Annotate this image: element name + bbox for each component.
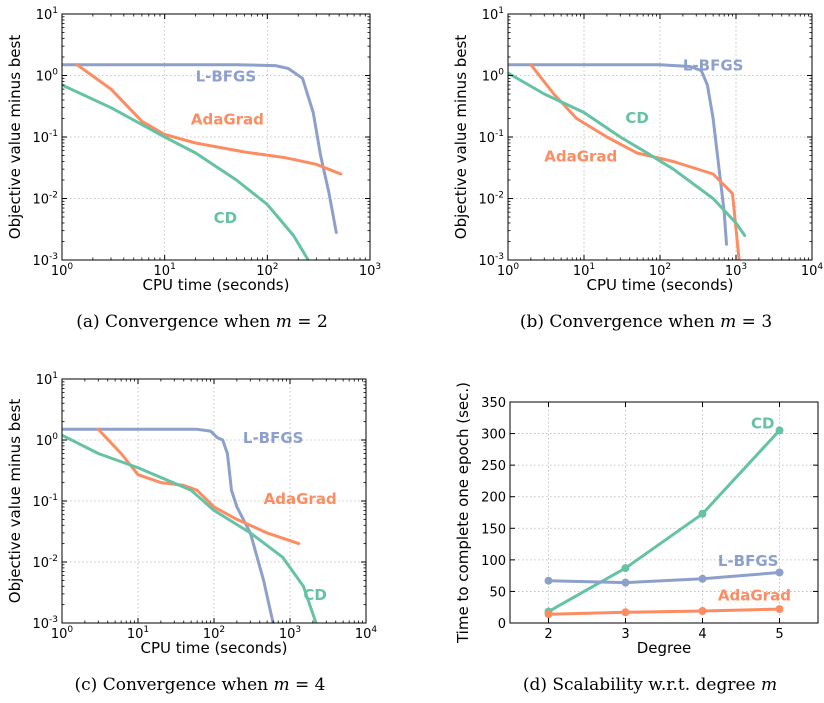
y-tick-label: 50 — [489, 585, 506, 600]
series-label-l-bfgs: L-BFGS — [243, 429, 304, 447]
series-line-l-bfgs — [508, 63, 728, 246]
chart-caption: (a) Convergence when m = 2 — [76, 312, 328, 332]
data-point-cd — [698, 509, 707, 518]
y-axis-label: Objective value minus best — [6, 399, 24, 604]
x-tick-label: 101 — [127, 625, 149, 642]
series-label-cd: CD — [625, 109, 648, 127]
series-label-l-bfgs: L-BFGS — [196, 67, 257, 85]
y-tick-label: 10-3 — [32, 615, 58, 632]
x-tick-label: 102 — [256, 262, 278, 279]
series-label-cd: CD — [751, 415, 774, 433]
x-tick-label: 102 — [203, 625, 225, 642]
data-point-adagrad — [544, 610, 553, 619]
y-tick-label: 250 — [481, 459, 506, 474]
data-point-cd — [775, 426, 784, 435]
y-tick-label: 101 — [482, 6, 504, 23]
data-point-adagrad — [621, 608, 630, 617]
plot-frame — [509, 401, 819, 624]
series-line-cd — [62, 83, 310, 260]
series-label-adagrad: AdaGrad — [191, 110, 264, 128]
series-label-l-bfgs: L-BFGS — [683, 57, 744, 75]
x-tick-label: 2 — [544, 627, 552, 642]
y-tick-label: 100 — [36, 432, 59, 449]
data-point-l-bfgs — [621, 578, 630, 587]
y-tick-label: 200 — [481, 491, 506, 506]
data-point-l-bfgs — [544, 576, 553, 585]
x-tick-label: 101 — [154, 262, 176, 279]
x-axis-label: Degree — [637, 639, 692, 657]
x-tick-label: 103 — [359, 262, 381, 279]
series-label-adagrad: AdaGrad — [264, 490, 337, 508]
y-axis-label: Objective value minus best — [452, 35, 470, 240]
y-tick-label: 10-3 — [32, 252, 58, 269]
y-tick-label: 100 — [36, 68, 59, 85]
y-tick-label: 100 — [481, 554, 506, 569]
x-tick-label: 5 — [775, 627, 783, 642]
series-label-adagrad: AdaGrad — [544, 147, 617, 165]
x-axis-label: CPU time (seconds) — [143, 276, 290, 294]
data-point-adagrad — [698, 607, 707, 616]
y-tick-label: 101 — [36, 6, 58, 23]
series-line-l-bfgs — [62, 63, 338, 234]
x-tick-label: 102 — [649, 262, 671, 279]
x-tick-label: 100 — [51, 262, 74, 279]
series-line-cd — [547, 428, 781, 614]
y-tick-label: 10-1 — [32, 493, 58, 510]
x-tick-label: 103 — [725, 262, 747, 279]
y-axis-label: Objective value minus best — [6, 35, 24, 240]
x-tick-label: 104 — [355, 625, 378, 642]
series-line-cd — [62, 433, 318, 623]
series-line-adagrad — [75, 63, 343, 176]
series-label-cd: CD — [303, 586, 326, 604]
x-tick-label: 101 — [573, 262, 595, 279]
y-tick-label: 10-2 — [32, 554, 58, 571]
x-tick-label: 100 — [51, 625, 74, 642]
y-tick-label: 10-1 — [32, 129, 58, 146]
y-axis-label: Time to complete one epoch (sec.) — [454, 382, 472, 644]
chart-caption: (b) Convergence when m = 3 — [520, 312, 772, 332]
data-point-adagrad — [775, 605, 784, 614]
x-axis-label: CPU time (seconds) — [141, 639, 288, 657]
series-label-cd: CD — [214, 209, 237, 227]
data-point-l-bfgs — [775, 568, 784, 577]
series-line-adagrad — [547, 607, 781, 616]
x-tick-label: 100 — [497, 262, 520, 279]
y-tick-label: 150 — [481, 522, 506, 537]
x-tick-label: 103 — [279, 625, 301, 642]
x-axis-label: CPU time (seconds) — [587, 276, 734, 294]
y-tick-label: 10-2 — [478, 191, 504, 208]
y-tick-label: 10-1 — [478, 129, 504, 146]
data-point-l-bfgs — [698, 574, 707, 583]
x-tick-label: 3 — [621, 627, 629, 642]
chart-caption: (c) Convergence when m = 4 — [75, 675, 326, 695]
y-tick-label: 300 — [481, 428, 506, 443]
series-label-adagrad: AdaGrad — [718, 586, 791, 604]
data-point-cd — [621, 564, 630, 573]
y-tick-label: 101 — [36, 371, 58, 388]
y-tick-label: 10-2 — [32, 191, 58, 208]
chart-caption: (d) Scalability w.r.t. degree m — [523, 675, 777, 695]
y-tick-label: 100 — [482, 68, 505, 85]
y-tick-label: 0 — [498, 617, 506, 632]
x-tick-label: 4 — [698, 627, 706, 642]
y-tick-label: 10-3 — [478, 252, 504, 269]
y-tick-label: 350 — [481, 396, 506, 411]
series-line-cd — [508, 71, 747, 237]
series-label-l-bfgs: L-BFGS — [718, 552, 779, 570]
x-tick-label: 104 — [801, 262, 824, 279]
series-line-l-bfgs — [547, 571, 781, 585]
series-line-l-bfgs — [62, 427, 275, 623]
